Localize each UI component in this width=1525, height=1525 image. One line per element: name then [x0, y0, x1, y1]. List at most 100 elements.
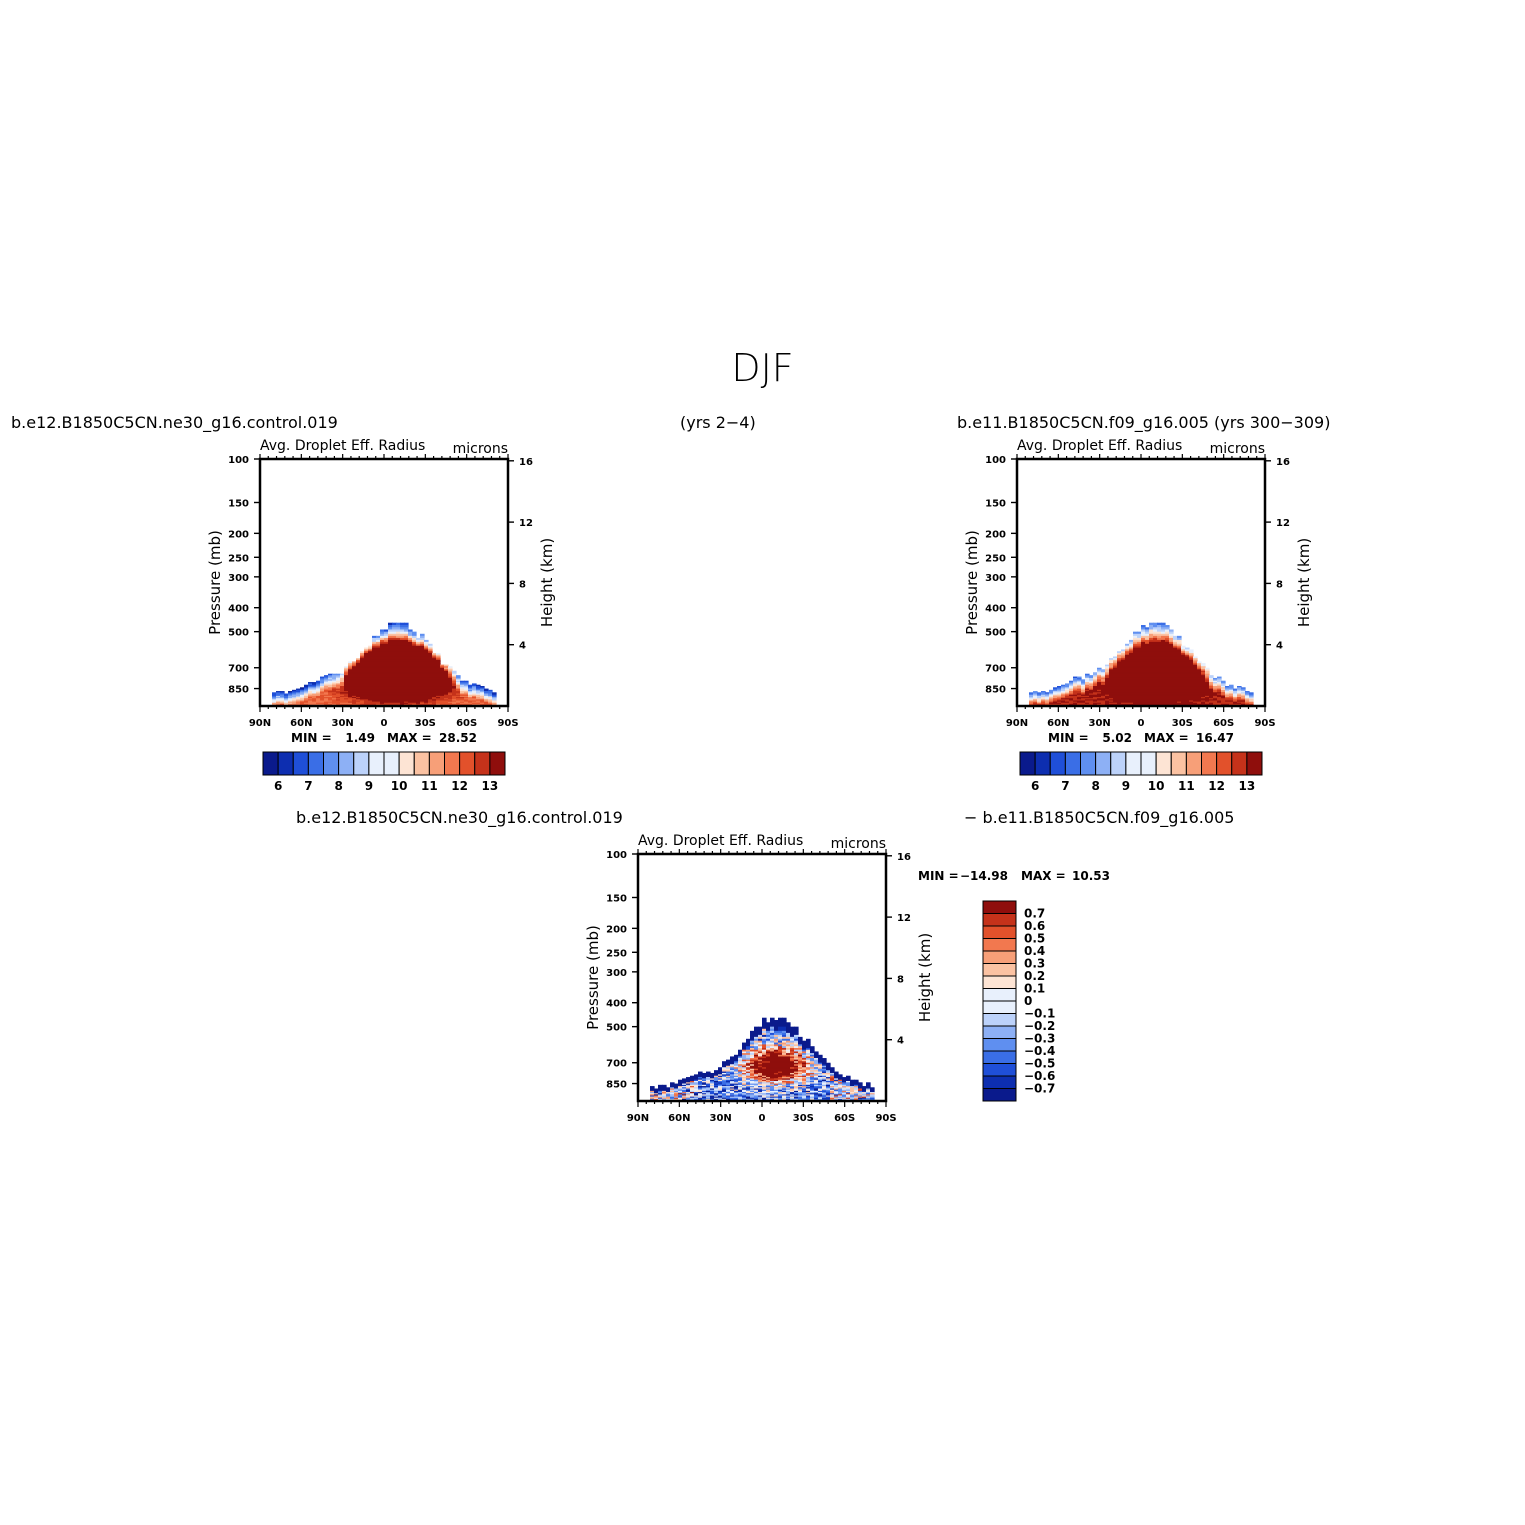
field-cell: [734, 1079, 739, 1082]
field-cell: [1109, 677, 1114, 680]
field-cell: [1161, 651, 1166, 654]
field-cell: [388, 702, 393, 705]
field-cell: [718, 1095, 723, 1098]
field-cell: [492, 698, 497, 700]
field-cell: [1069, 695, 1074, 698]
field-cell: [388, 647, 393, 650]
field-cell: [758, 1089, 763, 1092]
field-cell: [746, 1054, 751, 1058]
field-cell: [1089, 691, 1094, 693]
y-tick-label: 200: [985, 529, 1006, 540]
field-cell: [1037, 692, 1042, 695]
field-cell: [1057, 688, 1062, 691]
field-cell: [1201, 698, 1206, 700]
field-cell: [774, 1058, 779, 1061]
field-cell: [1233, 697, 1238, 699]
field-cell: [416, 658, 421, 661]
field-cell: [1181, 656, 1186, 659]
field-cell: [1141, 687, 1146, 690]
field-cell: [412, 682, 417, 684]
field-cell: [380, 680, 385, 683]
field-cell: [436, 669, 441, 672]
field-cell: [754, 1034, 759, 1038]
max-value: 16.47: [1196, 731, 1234, 745]
field-cell: [1165, 679, 1170, 682]
field-cell: [1197, 669, 1202, 672]
field-cell: [292, 703, 297, 706]
field-cell: [492, 703, 497, 706]
field-cell: [412, 676, 417, 679]
field-cell: [1137, 677, 1142, 680]
field-cell: [424, 663, 429, 666]
field-cell: [670, 1092, 675, 1094]
field-cell: [794, 1087, 799, 1090]
field-cell: [432, 675, 437, 678]
field-cell: [766, 1058, 771, 1061]
field-cell: [1137, 692, 1142, 695]
field-cell: [658, 1092, 663, 1094]
field-cell: [1177, 684, 1182, 687]
field-cell: [742, 1071, 747, 1074]
field-cell: [1165, 664, 1170, 667]
field-cell: [1205, 687, 1210, 690]
field-cell: [460, 700, 465, 703]
max-value: 28.52: [439, 731, 477, 745]
field-cell: [1117, 667, 1122, 670]
field-cell: [1129, 652, 1134, 656]
field-cell: [798, 1056, 803, 1059]
field-cell: [758, 1094, 763, 1097]
field-cell: [762, 1064, 767, 1067]
field-cell: [1121, 697, 1126, 699]
field-cell: [722, 1065, 727, 1068]
field-cell: [1113, 664, 1118, 667]
field-cell: [480, 697, 485, 699]
field-cell: [1145, 676, 1150, 679]
field-cell: [1133, 670, 1138, 673]
field-cell: [352, 695, 357, 698]
field-cell: [1125, 661, 1130, 664]
field-cell: [718, 1084, 723, 1087]
field-cell: [738, 1074, 743, 1077]
field-cell: [782, 1090, 787, 1093]
field-cell: [1185, 651, 1190, 654]
field-cell: [344, 667, 349, 670]
field-cell: [770, 1090, 775, 1093]
field-cell: [742, 1074, 747, 1077]
field-cell: [1097, 680, 1102, 683]
colorbar-box: [459, 751, 476, 776]
field-cell: [1201, 702, 1206, 705]
field-cell: [480, 703, 485, 706]
field-cell: [1157, 656, 1162, 659]
field-cell: [468, 694, 473, 697]
field-cell: [794, 1061, 799, 1064]
field-cell: [774, 1074, 779, 1077]
field-cell: [1169, 664, 1174, 667]
case2-caption: b.e11.B1850C5CN.f09_g16.005 (yrs 300−309…: [957, 413, 1331, 432]
field-cell: [770, 1083, 775, 1086]
field-cell: [738, 1049, 743, 1053]
field-cell: [340, 679, 345, 682]
field-cell: [360, 689, 365, 692]
field-cell: [332, 692, 337, 695]
field-cell: [440, 699, 445, 702]
field-cell: [292, 702, 297, 705]
field-cell: [408, 669, 413, 672]
field-cell: [1045, 692, 1050, 695]
field-cell: [448, 701, 453, 704]
field-cell: [468, 699, 473, 702]
field-cell: [416, 666, 421, 669]
field-cell: [802, 1044, 807, 1047]
field-cell: [396, 635, 401, 639]
field-cell: [1217, 680, 1222, 683]
field-cell: [1205, 667, 1210, 670]
field-cell: [392, 649, 397, 652]
field-cell: [1153, 697, 1158, 699]
field-cell: [742, 1095, 747, 1098]
field-cell: [794, 1096, 799, 1099]
field-cell: [1121, 663, 1126, 666]
field-cell: [794, 1032, 799, 1036]
field-cell: [778, 1053, 783, 1056]
field-cell: [372, 677, 377, 680]
field-cell: [404, 649, 409, 652]
field-cell: [766, 1059, 771, 1062]
